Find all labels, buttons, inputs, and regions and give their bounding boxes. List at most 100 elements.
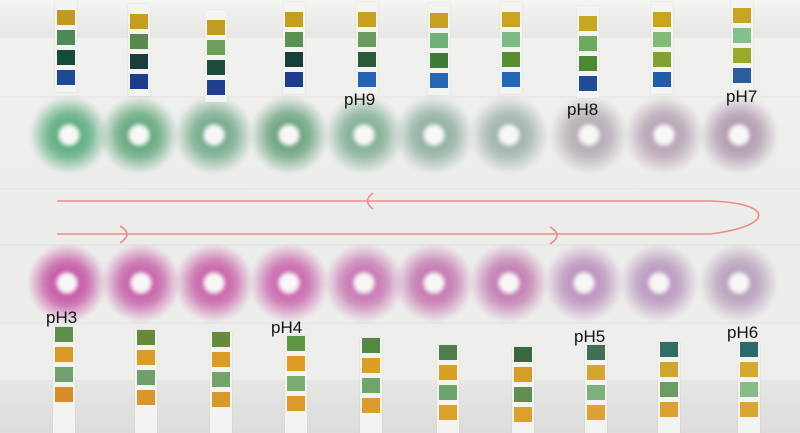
indicator-pad bbox=[579, 76, 597, 91]
indicator-pad bbox=[587, 365, 605, 380]
indicator-pad bbox=[362, 378, 380, 393]
indicator-spot bbox=[100, 96, 178, 174]
indicator-pad bbox=[502, 72, 520, 87]
indicator-pad bbox=[439, 385, 457, 400]
indicator-pad bbox=[130, 54, 148, 69]
indicator-pad bbox=[733, 68, 751, 83]
indicator-pad bbox=[207, 60, 225, 75]
indicator-pad bbox=[358, 72, 376, 87]
indicator-pad bbox=[212, 392, 230, 407]
indicator-pad bbox=[514, 367, 532, 382]
indicator-strip bbox=[55, 0, 77, 92]
label-ph9: pH9 bbox=[344, 90, 376, 109]
indicator-pad bbox=[660, 342, 678, 357]
indicator-pad bbox=[430, 73, 448, 88]
indicator-strip bbox=[135, 330, 157, 433]
indicator-pad bbox=[740, 342, 758, 357]
indicator-pad bbox=[587, 405, 605, 420]
indicator-pad bbox=[587, 345, 605, 360]
indicator-pad bbox=[439, 405, 457, 420]
indicator-spot bbox=[550, 96, 628, 174]
indicator-pad bbox=[137, 390, 155, 405]
indicator-spot bbox=[395, 96, 473, 174]
indicator-pad bbox=[439, 365, 457, 380]
indicator-pad bbox=[358, 32, 376, 47]
indicator-spot bbox=[250, 96, 328, 174]
indicator-pad bbox=[207, 80, 225, 95]
indicator-pad bbox=[55, 327, 73, 342]
paper-fold bbox=[0, 322, 800, 325]
indicator-strip bbox=[210, 332, 232, 433]
arrowhead-left bbox=[366, 192, 374, 210]
indicator-pad bbox=[55, 387, 73, 402]
arrowhead-right-2 bbox=[549, 226, 558, 245]
indicator-pad bbox=[287, 376, 305, 391]
indicator-strip bbox=[651, 2, 673, 94]
indicator-strip bbox=[731, 0, 753, 90]
indicator-pad bbox=[57, 30, 75, 45]
indicator-pad bbox=[55, 367, 73, 382]
indicator-pad bbox=[287, 336, 305, 351]
indicator-strip bbox=[360, 338, 382, 433]
indicator-pad bbox=[653, 32, 671, 47]
indicator-pad bbox=[740, 382, 758, 397]
indicator-pad bbox=[207, 40, 225, 55]
indicator-pad bbox=[358, 12, 376, 27]
indicator-pad bbox=[285, 52, 303, 67]
indicator-pad bbox=[430, 53, 448, 68]
indicator-pad bbox=[439, 345, 457, 360]
indicator-pad bbox=[130, 74, 148, 89]
indicator-pad bbox=[212, 372, 230, 387]
indicator-pad bbox=[579, 56, 597, 71]
indicator-spot bbox=[250, 244, 328, 322]
indicator-spot bbox=[700, 244, 778, 322]
indicator-pad bbox=[740, 402, 758, 417]
indicator-strip bbox=[53, 327, 75, 433]
indicator-pad bbox=[733, 48, 751, 63]
label-ph8: pH8 bbox=[567, 100, 599, 119]
indicator-pad bbox=[514, 407, 532, 422]
indicator-pad bbox=[55, 347, 73, 362]
indicator-pad bbox=[130, 34, 148, 49]
label-ph6: pH6 bbox=[727, 323, 759, 342]
indicator-pad bbox=[502, 52, 520, 67]
indicator-pad bbox=[212, 332, 230, 347]
indicator-pad bbox=[57, 50, 75, 65]
label-ph4: pH4 bbox=[271, 318, 303, 337]
indicator-pad bbox=[130, 14, 148, 29]
label-ph7: pH7 bbox=[726, 87, 758, 106]
indicator-strip bbox=[585, 345, 607, 433]
indicator-pad bbox=[362, 398, 380, 413]
paper-fold bbox=[0, 244, 800, 247]
indicator-strip bbox=[437, 345, 459, 433]
paper-fold bbox=[0, 96, 800, 99]
indicator-pad bbox=[653, 52, 671, 67]
indicator-spot bbox=[325, 96, 403, 174]
indicator-pad bbox=[362, 358, 380, 373]
indicator-pad bbox=[137, 330, 155, 345]
indicator-pad bbox=[212, 352, 230, 367]
indicator-spot bbox=[28, 244, 106, 322]
indicator-spot bbox=[102, 244, 180, 322]
indicator-pad bbox=[137, 370, 155, 385]
indicator-pad bbox=[660, 382, 678, 397]
indicator-pad bbox=[358, 52, 376, 67]
label-ph5: pH5 bbox=[574, 327, 606, 346]
paper-fold bbox=[0, 188, 800, 191]
indicator-pad bbox=[137, 350, 155, 365]
indicator-pad bbox=[285, 72, 303, 87]
indicator-spot bbox=[620, 244, 698, 322]
indicator-strip bbox=[283, 2, 305, 94]
indicator-strip bbox=[500, 2, 522, 94]
indicator-pad bbox=[362, 338, 380, 353]
indicator-pad bbox=[653, 12, 671, 27]
indicator-strip bbox=[356, 2, 378, 94]
indicator-pad bbox=[430, 33, 448, 48]
indicator-pad bbox=[653, 72, 671, 87]
indicator-pad bbox=[514, 387, 532, 402]
indicator-spot bbox=[545, 244, 623, 322]
indicator-pad bbox=[660, 402, 678, 417]
indicator-pad bbox=[587, 385, 605, 400]
